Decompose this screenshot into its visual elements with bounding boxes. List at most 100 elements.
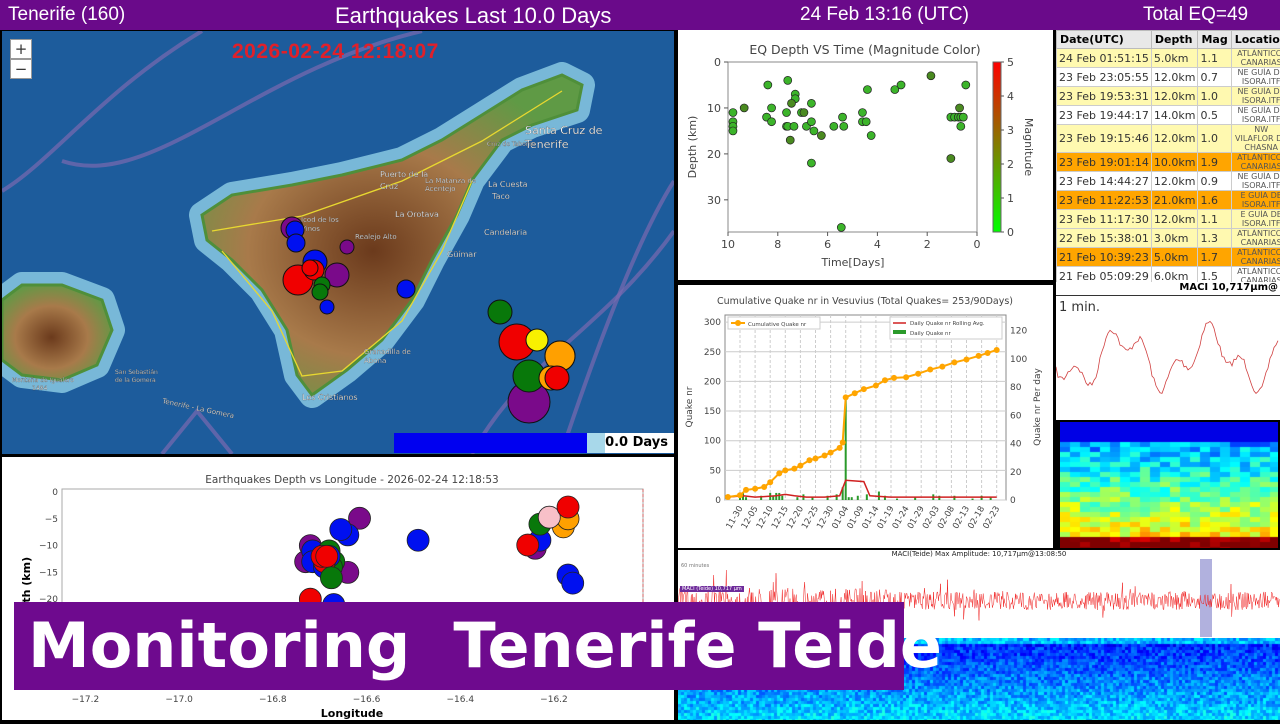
left-y-tick-label: 250 — [704, 348, 721, 358]
cell-loc: ATLÁNTICO-CANARIAS — [1231, 248, 1280, 267]
map-place-label: Puerto de la — [380, 170, 428, 179]
x-tick-label: −16.2 — [540, 695, 568, 705]
earthquake-marker[interactable] — [320, 300, 334, 314]
right-y-tick-label: 20 — [1010, 468, 1022, 478]
daily-bar — [848, 497, 850, 500]
legend-marker — [735, 320, 741, 326]
cell-mag: 0.5 — [1198, 106, 1231, 125]
map-place-label: San Sebastián — [115, 369, 158, 376]
x-tick-label: −17.0 — [165, 695, 193, 705]
cumulative-point — [915, 371, 921, 377]
y-tick-label: −15 — [39, 568, 58, 578]
cell-mag: 1.6 — [1198, 191, 1231, 210]
waveform-trace — [1056, 321, 1278, 393]
x-tick-label: −16.8 — [259, 695, 287, 705]
cumulative-point — [791, 466, 797, 472]
chart-title: Cumulative Quake nr in Vesuvius (Total Q… — [717, 296, 1013, 307]
zoom-out-button[interactable]: − — [10, 59, 32, 79]
seismogram-title: MACI(Teide) Max Amplitude: 10,717µm@13:0… — [678, 550, 1280, 559]
quake-point — [800, 109, 808, 117]
table-row[interactable]: 22 Feb 15:38:013.0km1.3ATLÁNTICO-CANARIA… — [1057, 229, 1280, 248]
table-row[interactable]: 21 Feb 10:39:235.0km1.7ATLÁNTICO-CANARIA… — [1057, 248, 1280, 267]
cell-date: 22 Feb 15:38:01 — [1057, 229, 1152, 248]
cumulative-point — [882, 377, 888, 383]
cumulative-point — [903, 374, 909, 380]
cumulative-point — [828, 450, 834, 456]
x-tick-label: 8 — [774, 238, 781, 251]
window-label: 1 min. — [1059, 300, 1100, 315]
cumulative-point — [752, 486, 758, 492]
quake-point — [927, 72, 935, 80]
table-row[interactable]: 24 Feb 01:51:155.0km1.1ATLÁNTICO-CANARIA… — [1057, 49, 1280, 68]
quake-point — [562, 572, 584, 594]
quake-point — [862, 118, 870, 126]
cell-date: 23 Feb 11:17:30 — [1057, 210, 1152, 229]
cell-loc: ATLÁNTICO-CANARIAS — [1231, 49, 1280, 68]
daily-bar — [866, 494, 868, 500]
cell-depth: 12.0km — [1151, 125, 1198, 153]
la-gomera-island — [2, 285, 112, 380]
column-header: Date(UTC) — [1057, 31, 1152, 49]
cell-depth: 21.0km — [1151, 191, 1198, 210]
x-tick-label: 10 — [721, 238, 735, 251]
map-place-label: Realejo Alto — [355, 233, 397, 241]
earthquake-marker[interactable] — [526, 329, 548, 351]
earthquake-marker[interactable] — [302, 260, 318, 276]
cumulative-quake-chart: Cumulative Quake nr in Vesuvius (Total Q… — [678, 285, 1053, 548]
quake-point — [867, 132, 875, 140]
map-place-label: Cruz de Taborno — [487, 141, 536, 148]
region-label: Tenerife (160) — [8, 4, 125, 26]
cumulative-point — [782, 467, 788, 473]
earthquake-marker[interactable] — [488, 300, 512, 324]
map-place-label: Güímar — [447, 250, 477, 259]
earthquake-marker[interactable] — [287, 234, 305, 252]
legend-daily: Daily Quake nr — [910, 331, 951, 337]
x-tick-label: −16.4 — [446, 695, 474, 705]
cell-date: 23 Feb 23:05:55 — [1057, 68, 1152, 87]
daily-bar — [745, 497, 747, 500]
right-y-tick-label: 0 — [1010, 496, 1016, 506]
cell-mag: 0.9 — [1198, 172, 1231, 191]
y-tick-label: −5 — [45, 515, 58, 525]
cumulative-point — [761, 484, 767, 490]
cell-mag: 1.7 — [1198, 248, 1231, 267]
table-row[interactable]: 23 Feb 19:01:1410.0km1.9ATLÁNTICO-CANARI… — [1057, 153, 1280, 172]
cumulative-point — [840, 439, 846, 445]
earthquake-marker[interactable] — [340, 240, 354, 254]
quake-point — [858, 109, 866, 117]
plot-area — [725, 315, 1006, 500]
maci-small-title: MACI 10,717µm@ — [1056, 282, 1280, 296]
column-header: Mag — [1198, 31, 1231, 49]
quake-point — [957, 122, 965, 130]
daily-bar — [778, 493, 780, 500]
cell-mag: 0.7 — [1198, 68, 1231, 87]
quake-point — [810, 127, 818, 135]
earthquake-marker[interactable] — [397, 280, 415, 298]
quake-point — [962, 81, 970, 89]
earthquake-marker[interactable] — [312, 284, 328, 300]
daily-bar — [851, 497, 853, 500]
map-timestamp: 2026-02-24 12:18:07 — [232, 40, 439, 64]
cell-loc: NE GUÍA DE ISORA.ITF — [1231, 106, 1280, 125]
cumulative-point — [822, 453, 828, 459]
earthquake-table: Date(UTC)DepthMagLocation 24 Feb 01:51:1… — [1056, 30, 1280, 286]
colorbar-label: Magnitude — [1022, 118, 1035, 177]
zoom-in-button[interactable]: + — [10, 39, 32, 59]
time-progress-remaining — [587, 433, 605, 453]
cell-depth: 12.0km — [1151, 172, 1198, 191]
x-tick-label: 6 — [824, 238, 831, 251]
cumulative-point — [852, 390, 858, 396]
time-progress-fill — [394, 433, 587, 453]
earthquake-marker[interactable] — [545, 366, 569, 390]
cumulative-point — [976, 353, 982, 359]
quake-point — [768, 104, 776, 112]
